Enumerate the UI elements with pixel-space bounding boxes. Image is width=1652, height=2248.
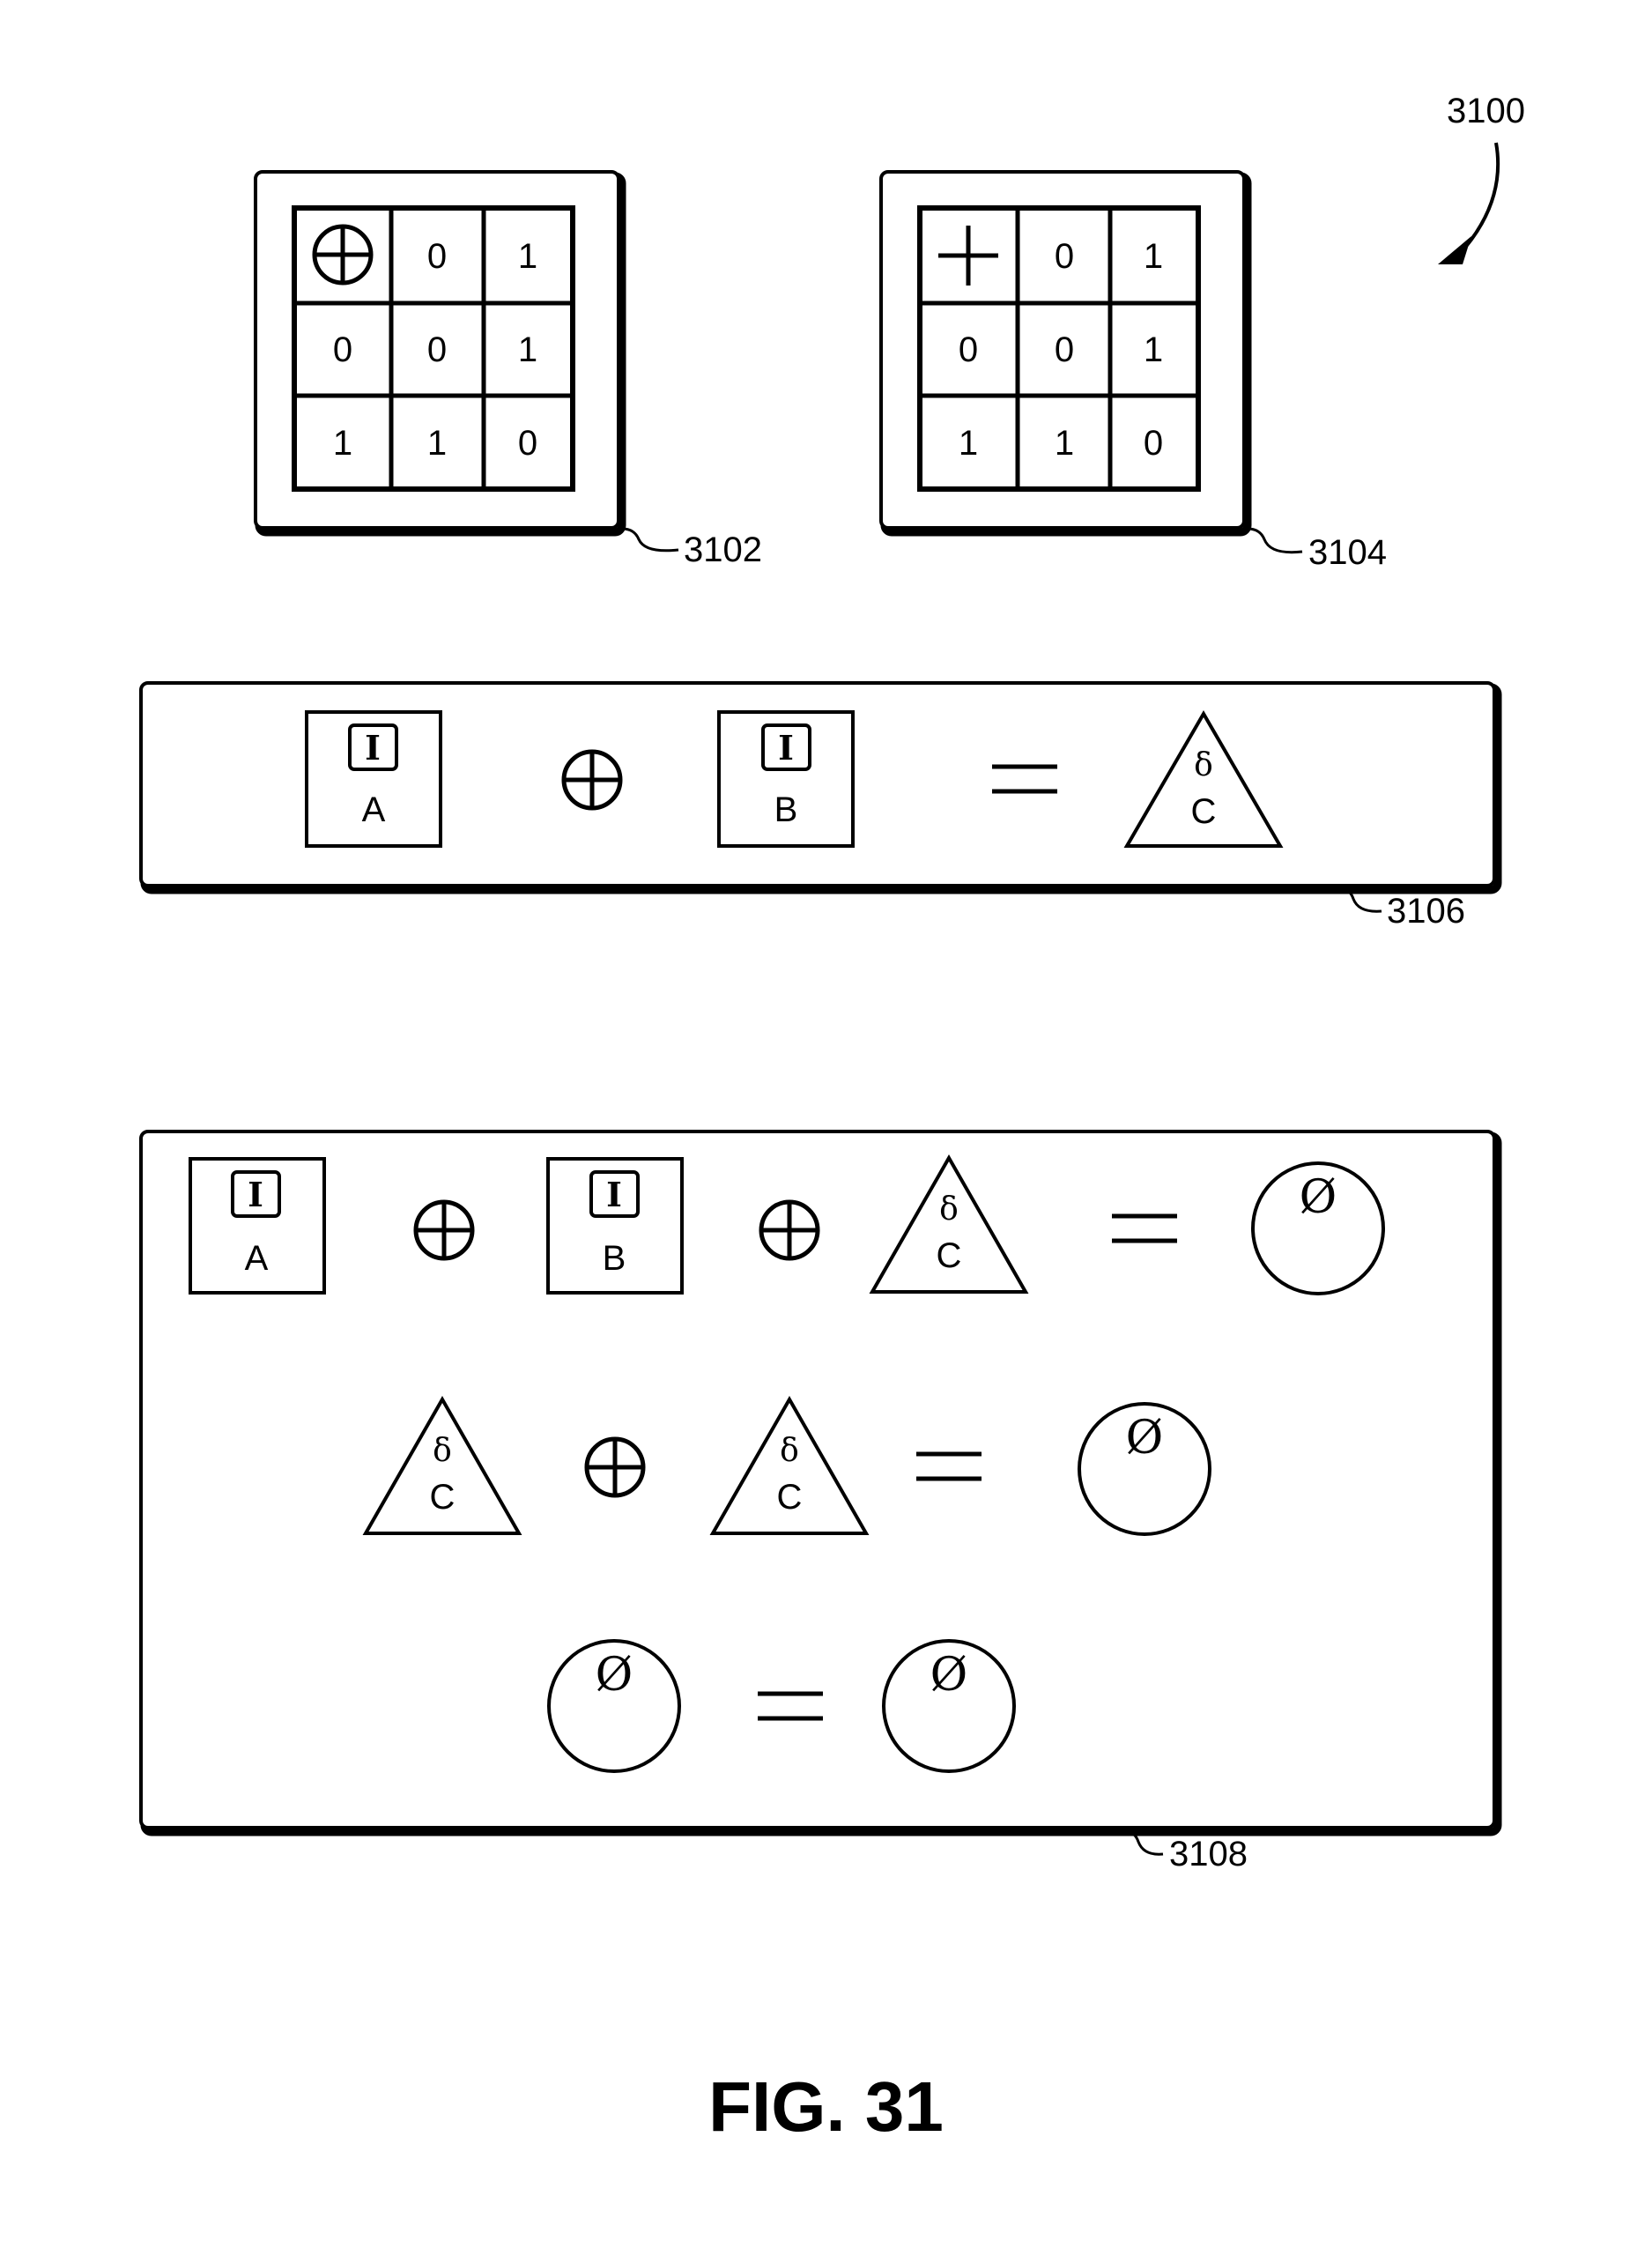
add-cell-1-1: 0 [1144,424,1163,463]
figure-ref-arrowhead [1438,236,1471,264]
add-cell-0-0: 0 [1055,330,1074,369]
block-a-label: A [362,790,386,829]
xor-cell-0-0: 0 [427,330,447,369]
delta-label: C [430,1478,456,1517]
block-b-icon-text: I [606,1175,622,1214]
add-table-panel: 0 1 0 0 1 1 1 0 3104 [881,172,1387,572]
block-b-label: B [603,1239,626,1278]
delta-label: C [1191,792,1217,831]
xor-panel-ref: 3102 [684,530,762,569]
add-row-header-0: 0 [959,330,978,369]
block-b-label: B [774,790,798,829]
xor-col-header-0: 0 [427,237,447,276]
figure-caption: FIG. 31 [0,2066,1652,2148]
figure-ref-arrow [1458,143,1498,256]
equation-panel-ref: 3106 [1387,892,1465,931]
delta-symbol: δ [780,1433,799,1469]
add-panel-leader [1248,529,1302,553]
add-cell-0-1: 1 [1144,330,1163,369]
xor-cell-1-0: 1 [427,424,447,463]
xor-panel-leader [622,529,678,551]
add-row-header-1: 1 [959,424,978,463]
block-a-label: A [245,1239,269,1278]
add-col-header-0: 0 [1055,237,1074,276]
xor-cell-0-1: 1 [518,330,537,369]
empty-set-symbol: Ø [596,1649,633,1702]
add-col-header-1: 1 [1144,237,1163,276]
xor-row-header-0: 0 [333,330,352,369]
delta-symbol: δ [939,1191,959,1228]
block-a-icon-text: I [365,728,381,768]
block-a-icon-text: I [248,1175,263,1214]
identity-panel-ref: 3108 [1169,1835,1248,1873]
xor-operator-icon [761,1202,818,1258]
xor-col-header-1: 1 [518,237,537,276]
xor-operator-icon [587,1439,643,1495]
add-cell-1-0: 1 [1055,424,1074,463]
equation-panel: I A I B δ C 3106 [141,683,1498,931]
xor-row-header-1: 1 [333,424,352,463]
block-b-icon-text: I [778,728,794,768]
add-panel-ref: 3104 [1308,533,1387,572]
xor-operator-icon [315,226,371,283]
empty-set-symbol: Ø [930,1649,968,1702]
xor-cell-1-1: 0 [518,424,537,463]
figure-ref-label: 3100 [1447,92,1525,130]
xor-operator-icon [564,752,620,808]
delta-label: C [937,1236,962,1275]
delta-symbol: δ [1194,747,1213,783]
figure-reference: 3100 [1438,92,1525,264]
delta-label: C [777,1478,803,1517]
delta-symbol: δ [433,1433,452,1469]
xor-table-panel: 0 1 0 0 1 1 1 0 3102 [256,172,762,569]
identity-panel: I A I B δ C [141,1131,1498,1873]
xor-operator-icon [416,1202,472,1258]
empty-set-symbol: Ø [1126,1412,1164,1465]
empty-set-symbol: Ø [1300,1171,1337,1224]
